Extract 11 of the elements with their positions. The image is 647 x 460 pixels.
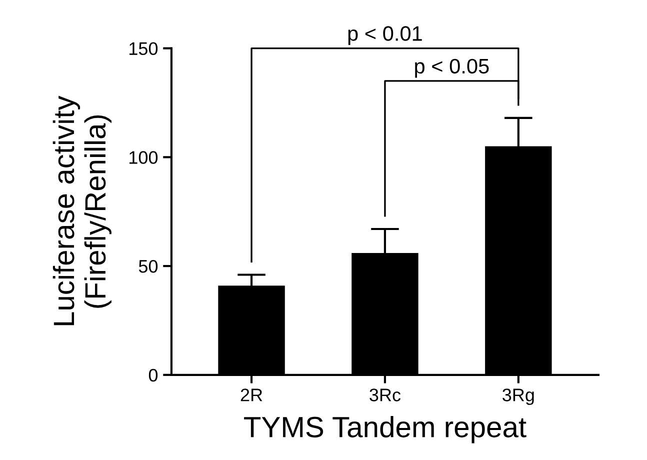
y-tick-label: 0	[148, 368, 158, 382]
y-axis-title: Luciferase activity (Firefly/Renilla)	[52, 96, 112, 326]
x-axis-title: TYMS Tandem repeat	[244, 416, 526, 444]
annotation: p < 0.05	[415, 58, 489, 78]
text: p < 0.01	[348, 26, 422, 46]
x-tick-label: 3Rg	[502, 388, 534, 405]
y-tick-label: 150	[130, 42, 158, 56]
y-tick-label: 100	[130, 151, 158, 164]
x-tick-label: 3Rc	[370, 388, 401, 402]
x-tick-label: 2R	[240, 388, 262, 402]
y-tick-label: 50	[138, 260, 158, 273]
